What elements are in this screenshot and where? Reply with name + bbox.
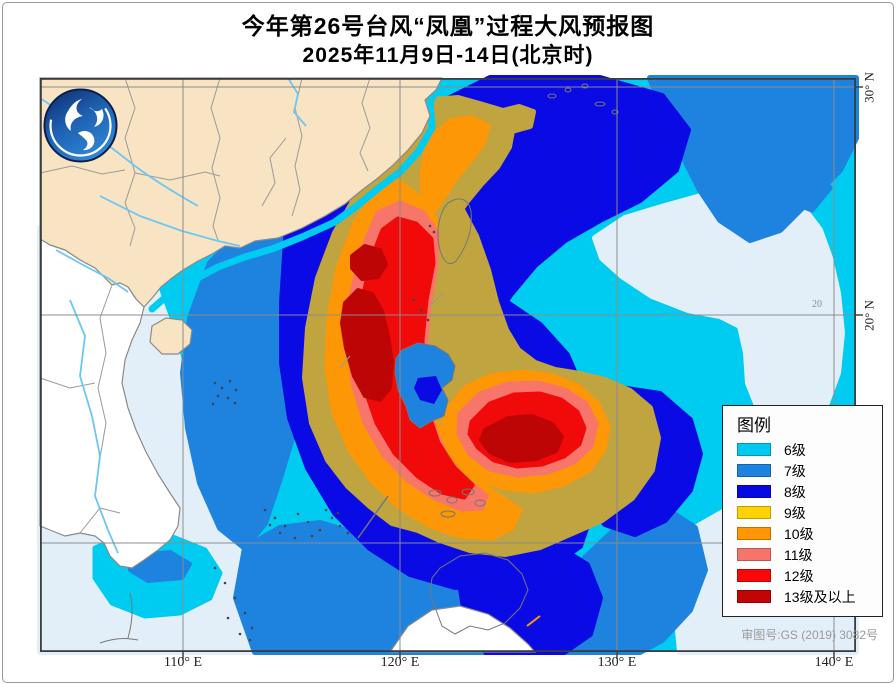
graticule bbox=[40, 78, 856, 652]
level8-swatch bbox=[737, 485, 771, 498]
level6-label: 6级 bbox=[784, 441, 806, 458]
map-approval-number: 审图号:GS (2019) 3082号 bbox=[741, 628, 878, 642]
legend-row: 10级 bbox=[737, 523, 882, 544]
legend-row: 7级 bbox=[737, 460, 882, 481]
level6-swatch bbox=[737, 443, 771, 456]
map-frame bbox=[39, 77, 857, 653]
legend-row: 12级 bbox=[737, 565, 882, 586]
chart-artifacts bbox=[339, 293, 443, 369]
lon-label-120e: 120° E bbox=[380, 655, 420, 670]
legend-row: 11级 bbox=[737, 544, 882, 565]
level10-label: 10级 bbox=[784, 525, 814, 542]
level13-swatch bbox=[737, 590, 771, 603]
level9-label: 9级 bbox=[784, 504, 806, 521]
axis-ticks bbox=[182, 86, 863, 659]
taiwan-island bbox=[437, 198, 472, 264]
wind-field-map-canvas bbox=[37, 75, 863, 659]
visayas-islands bbox=[428, 488, 486, 518]
level13-label: 13级及以上 bbox=[784, 588, 856, 605]
page-subtitle: 2025年11月9日-14日(北京时) bbox=[302, 44, 594, 67]
level12-swatch bbox=[737, 569, 771, 582]
palawan-island bbox=[357, 495, 389, 539]
ryukyu-islands bbox=[547, 83, 619, 115]
level9-swatch bbox=[737, 506, 771, 519]
level12-label: 12级 bbox=[784, 567, 814, 584]
rivers bbox=[39, 77, 307, 554]
legend-row: 8级 bbox=[737, 481, 882, 502]
island-specks bbox=[211, 224, 436, 642]
legend-row: 6级 bbox=[737, 439, 882, 460]
coastal-arcs bbox=[99, 592, 139, 644]
level8-label: 8级 bbox=[784, 483, 806, 500]
lat-label-20n: 20° N bbox=[861, 300, 877, 331]
lon-label-130e: 130° E bbox=[597, 655, 637, 670]
graticule-inline-label: 20 bbox=[812, 299, 822, 310]
lon-label-110e: 110° E bbox=[163, 655, 203, 670]
level11-label: 11级 bbox=[784, 546, 813, 563]
level10-swatch bbox=[737, 527, 771, 540]
level7-swatch bbox=[737, 464, 771, 477]
page-title: 今年第26号台风“凤凰”过程大风预报图 bbox=[241, 13, 655, 39]
legend-row: 9级 bbox=[737, 502, 882, 523]
borneo-landmass bbox=[388, 605, 537, 653]
legend-box: 图例 6级 7级 8级 9级 10级 11级 12级 13级及以上 bbox=[722, 405, 883, 617]
route-dash bbox=[526, 615, 541, 627]
legend-row: 13级及以上 bbox=[737, 586, 882, 607]
lat-label-30n: 30° N bbox=[861, 72, 877, 103]
level7-label: 7级 bbox=[784, 462, 806, 479]
cma-logo-icon bbox=[42, 87, 119, 164]
mindanao-island bbox=[429, 552, 529, 635]
lon-label-140e: 140° E bbox=[814, 655, 854, 670]
forecast-map bbox=[37, 75, 863, 659]
hainan-island bbox=[149, 317, 193, 355]
indochina-landmass bbox=[39, 238, 181, 569]
province-borders bbox=[39, 77, 371, 534]
level11-swatch bbox=[737, 548, 771, 561]
legend-title: 图例 bbox=[737, 416, 771, 435]
